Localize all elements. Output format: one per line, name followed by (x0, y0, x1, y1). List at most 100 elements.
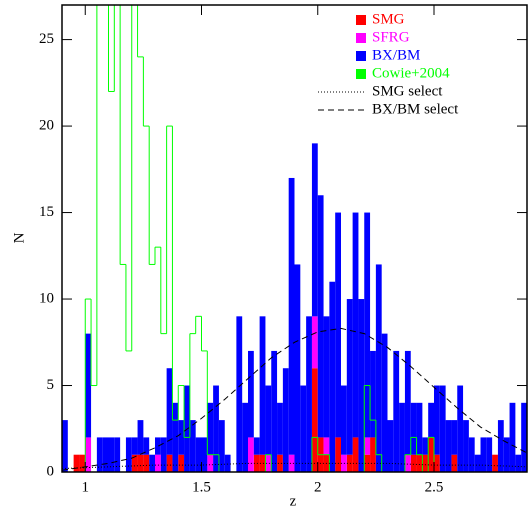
bar (288, 454, 295, 472)
bar (85, 333, 92, 438)
bar (515, 454, 522, 472)
plot-frame (61, 4, 528, 473)
bar (457, 385, 464, 472)
bar (155, 454, 161, 472)
bar (125, 437, 132, 472)
bar (393, 350, 400, 472)
bar (248, 350, 254, 438)
bar (323, 316, 330, 438)
legend-label: SMG (372, 11, 405, 27)
bar (236, 316, 243, 472)
bar (155, 437, 161, 455)
bar (178, 420, 185, 455)
y-axis-label: N (11, 232, 27, 243)
bar (480, 437, 487, 472)
bar (352, 212, 359, 438)
bar (463, 420, 469, 472)
bar (346, 454, 353, 472)
bar (294, 264, 301, 472)
bar (149, 454, 155, 472)
bar (137, 420, 144, 455)
bar (370, 437, 376, 472)
y-tick-label: 0 (47, 463, 55, 479)
legend-label: Cowie+2004 (372, 65, 450, 81)
bar (497, 420, 504, 472)
legend-swatch (356, 69, 366, 79)
bar (131, 454, 138, 472)
bar (434, 454, 440, 472)
bar (439, 385, 446, 472)
bar (422, 437, 429, 455)
bar (311, 143, 318, 317)
bar (317, 195, 324, 438)
bar (486, 437, 493, 472)
bar (271, 350, 278, 472)
selection-curve (62, 327, 527, 471)
bar (218, 420, 225, 472)
bar (311, 368, 318, 472)
bar (172, 402, 179, 472)
legend-label: BX/BM (372, 47, 420, 63)
bar (253, 454, 260, 472)
y-tick-label: 15 (39, 204, 54, 220)
bar (277, 402, 283, 455)
bar (242, 402, 248, 472)
bar (114, 437, 121, 472)
bar (131, 437, 138, 455)
bar (416, 454, 423, 472)
bar (85, 437, 92, 472)
bar (166, 368, 173, 455)
bar (364, 454, 371, 472)
bar (300, 385, 307, 472)
bar (311, 316, 318, 369)
bar (277, 454, 283, 472)
bar (137, 454, 144, 472)
x-tick-label: 2 (314, 479, 322, 495)
bar (160, 437, 167, 472)
bar (323, 437, 330, 455)
bar (352, 437, 359, 472)
selection-curve (62, 462, 527, 470)
bar (428, 437, 434, 472)
bar (451, 420, 458, 455)
y-tick-label: 20 (39, 118, 54, 134)
bar (364, 437, 371, 455)
bar (79, 454, 86, 472)
bar (404, 454, 411, 472)
bar (521, 402, 527, 472)
legend-swatch (356, 51, 366, 61)
bar (248, 437, 254, 472)
bar (329, 281, 336, 472)
bar (195, 437, 202, 472)
bar (364, 212, 371, 438)
bar (213, 385, 219, 472)
bar (341, 385, 347, 455)
bar (474, 454, 481, 472)
bar (370, 350, 376, 438)
bar (404, 350, 411, 455)
bar (143, 454, 150, 472)
bar (224, 454, 231, 472)
x-tick-label: 1.5 (192, 479, 211, 495)
bar (265, 385, 272, 455)
bar (346, 299, 353, 455)
bar (422, 454, 429, 472)
bar (358, 299, 365, 472)
bar (434, 385, 440, 455)
bar (381, 333, 388, 472)
legend-label: SFRG (372, 29, 410, 45)
bar (282, 368, 289, 472)
bar (503, 437, 510, 472)
bar (375, 264, 382, 472)
bar (428, 402, 434, 438)
bar (189, 420, 196, 472)
bar (492, 454, 498, 472)
bar (108, 437, 115, 472)
bar (96, 437, 103, 472)
plot-area (62, 5, 527, 472)
bar (143, 437, 150, 455)
legend-label: SMG select (372, 83, 443, 99)
bar (416, 402, 423, 455)
bar (265, 454, 272, 472)
